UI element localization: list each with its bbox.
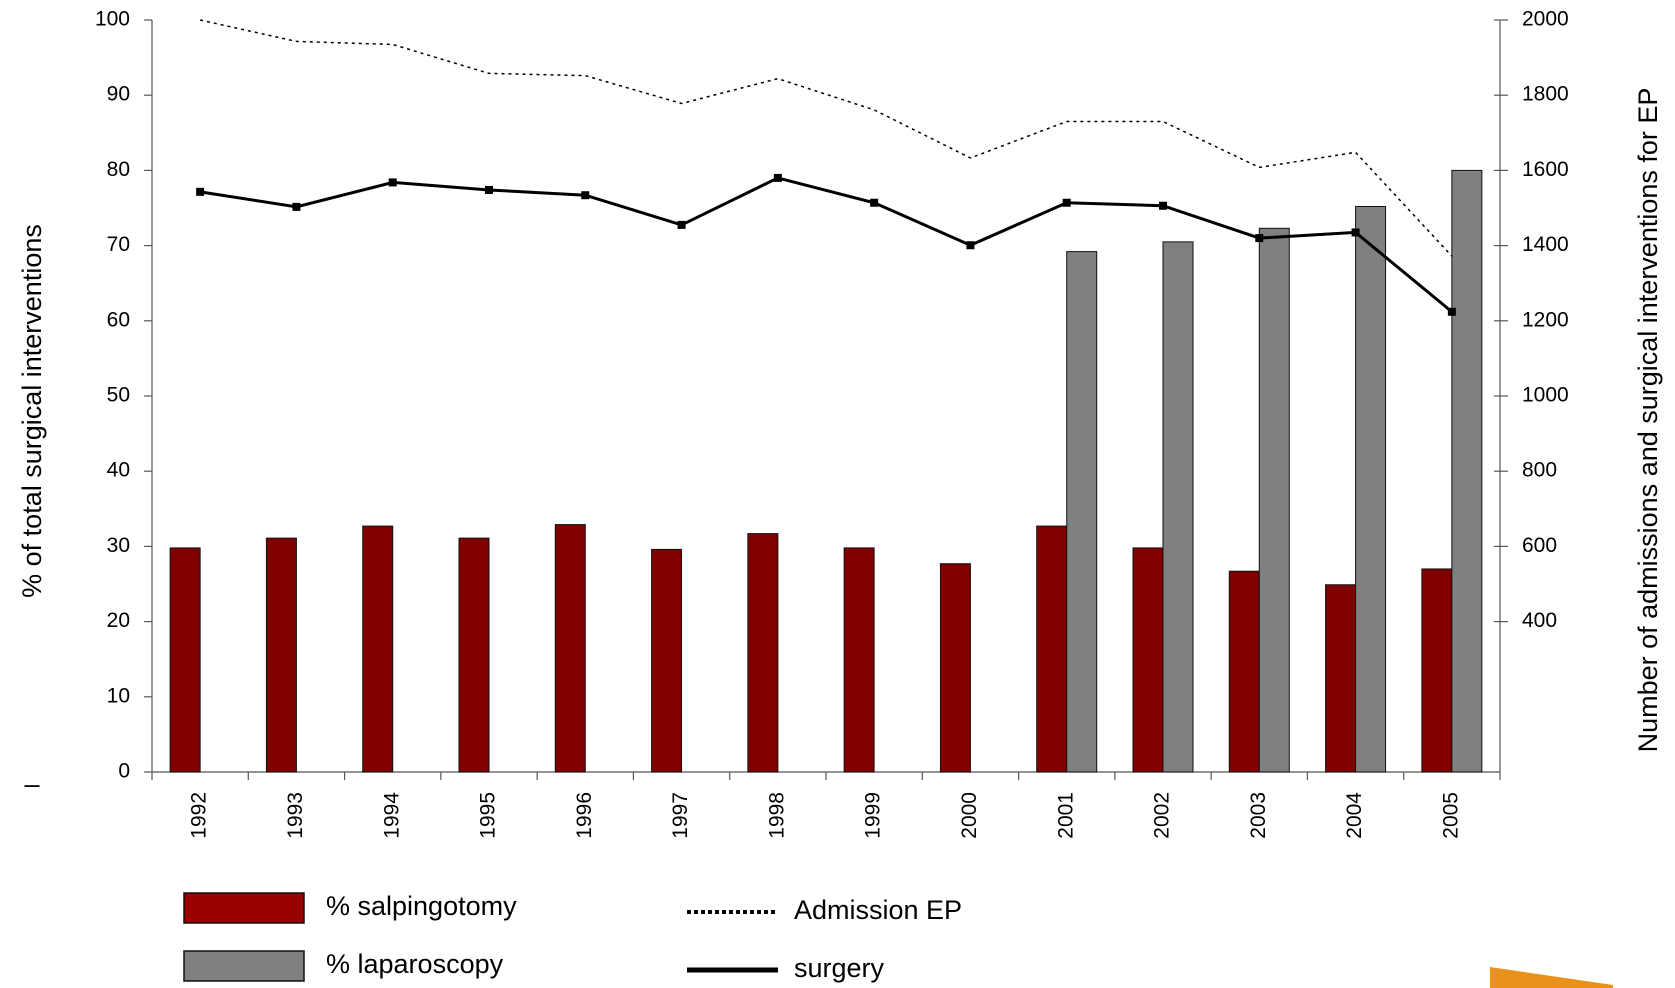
x-tick-label: 1993 <box>284 792 307 839</box>
bar <box>843 547 875 773</box>
bar <box>1258 227 1290 773</box>
y2-tick-label: 800 <box>1522 459 1557 482</box>
y2-tick-label: 2000 <box>1522 8 1569 31</box>
legend-swatch <box>183 892 305 924</box>
x-tick-label: 1999 <box>862 792 885 839</box>
line-marker <box>1351 228 1360 237</box>
y-tick-label: 80 <box>107 158 130 181</box>
bar <box>1132 547 1164 773</box>
line-marker <box>1159 201 1167 210</box>
bar <box>1036 525 1068 773</box>
bar <box>747 533 779 773</box>
x-tick-label: 1997 <box>669 792 692 839</box>
x-tick-label: 2005 <box>1439 792 1462 839</box>
y2-axis-title: Number of admissions and surgical interv… <box>1633 88 1663 753</box>
x-tick-label: 2001 <box>1054 792 1077 839</box>
bar <box>554 524 586 773</box>
line <box>199 176 1453 313</box>
legend-label: % laparoscopy <box>326 949 504 979</box>
line-marker <box>292 202 301 211</box>
x-tick-label: 1992 <box>188 792 211 839</box>
bar <box>1162 241 1194 773</box>
bar <box>458 537 490 773</box>
legend-label: Admission EP <box>794 895 962 925</box>
y2-tick-label: 400 <box>1522 609 1557 632</box>
y-tick-label: 90 <box>107 83 130 106</box>
bar <box>1066 251 1098 773</box>
y2-tick-label: 1000 <box>1522 384 1569 407</box>
legend-label: surgery <box>794 953 885 983</box>
bar <box>362 525 394 773</box>
y2-tick-label: 1400 <box>1522 233 1569 256</box>
x-tick-label: 2002 <box>1151 792 1174 839</box>
x-tick-label: 2000 <box>958 792 981 839</box>
line-marker <box>870 198 879 207</box>
y-axis-title: % of total surgical interventions <box>17 224 47 598</box>
x-tick-label: 1998 <box>765 792 788 839</box>
y-tick-label: 100 <box>95 8 130 31</box>
bar <box>651 548 683 773</box>
decoration <box>1490 967 1613 988</box>
line-marker <box>1447 307 1456 316</box>
legend-label: % salpingotomy <box>326 891 517 921</box>
y2-tick-label: 1200 <box>1522 308 1569 331</box>
line-marker <box>677 220 686 229</box>
bar <box>1421 568 1453 773</box>
line-marker <box>1255 234 1264 243</box>
y-tick-label: 10 <box>107 684 130 707</box>
line-marker <box>581 191 590 200</box>
y-tick-label: 70 <box>107 233 130 256</box>
line-marker <box>773 173 782 182</box>
bar <box>1451 169 1483 773</box>
bar <box>265 537 297 773</box>
bar <box>1228 570 1260 773</box>
y-tick-label: 40 <box>107 459 130 482</box>
line-marker <box>196 187 205 196</box>
line-marker <box>966 241 975 250</box>
legend-swatch <box>183 950 305 982</box>
y-tick-label: 20 <box>107 609 130 632</box>
y-tick-label: 0 <box>118 760 130 783</box>
annotation: – <box>24 769 39 799</box>
bar <box>169 547 201 773</box>
bar <box>1325 584 1357 773</box>
y-tick-label: 50 <box>107 384 130 407</box>
y-tick-label: 30 <box>107 534 130 557</box>
x-tick-label: 1995 <box>477 792 500 839</box>
y2-tick-label: 1600 <box>1522 158 1569 181</box>
line <box>199 19 1453 257</box>
y2-tick-label: 600 <box>1522 534 1557 557</box>
x-tick-label: 1996 <box>573 792 596 839</box>
x-tick-label: 2004 <box>1343 792 1366 839</box>
x-tick-label: 2003 <box>1247 792 1270 839</box>
y2-tick-label: 1800 <box>1522 83 1569 106</box>
bar <box>939 563 971 773</box>
y-tick-label: 60 <box>107 308 130 331</box>
line-marker <box>1062 198 1071 207</box>
line-marker <box>485 185 493 194</box>
bar <box>1355 205 1387 773</box>
x-tick-label: 1994 <box>380 792 403 839</box>
line-marker <box>388 178 397 187</box>
